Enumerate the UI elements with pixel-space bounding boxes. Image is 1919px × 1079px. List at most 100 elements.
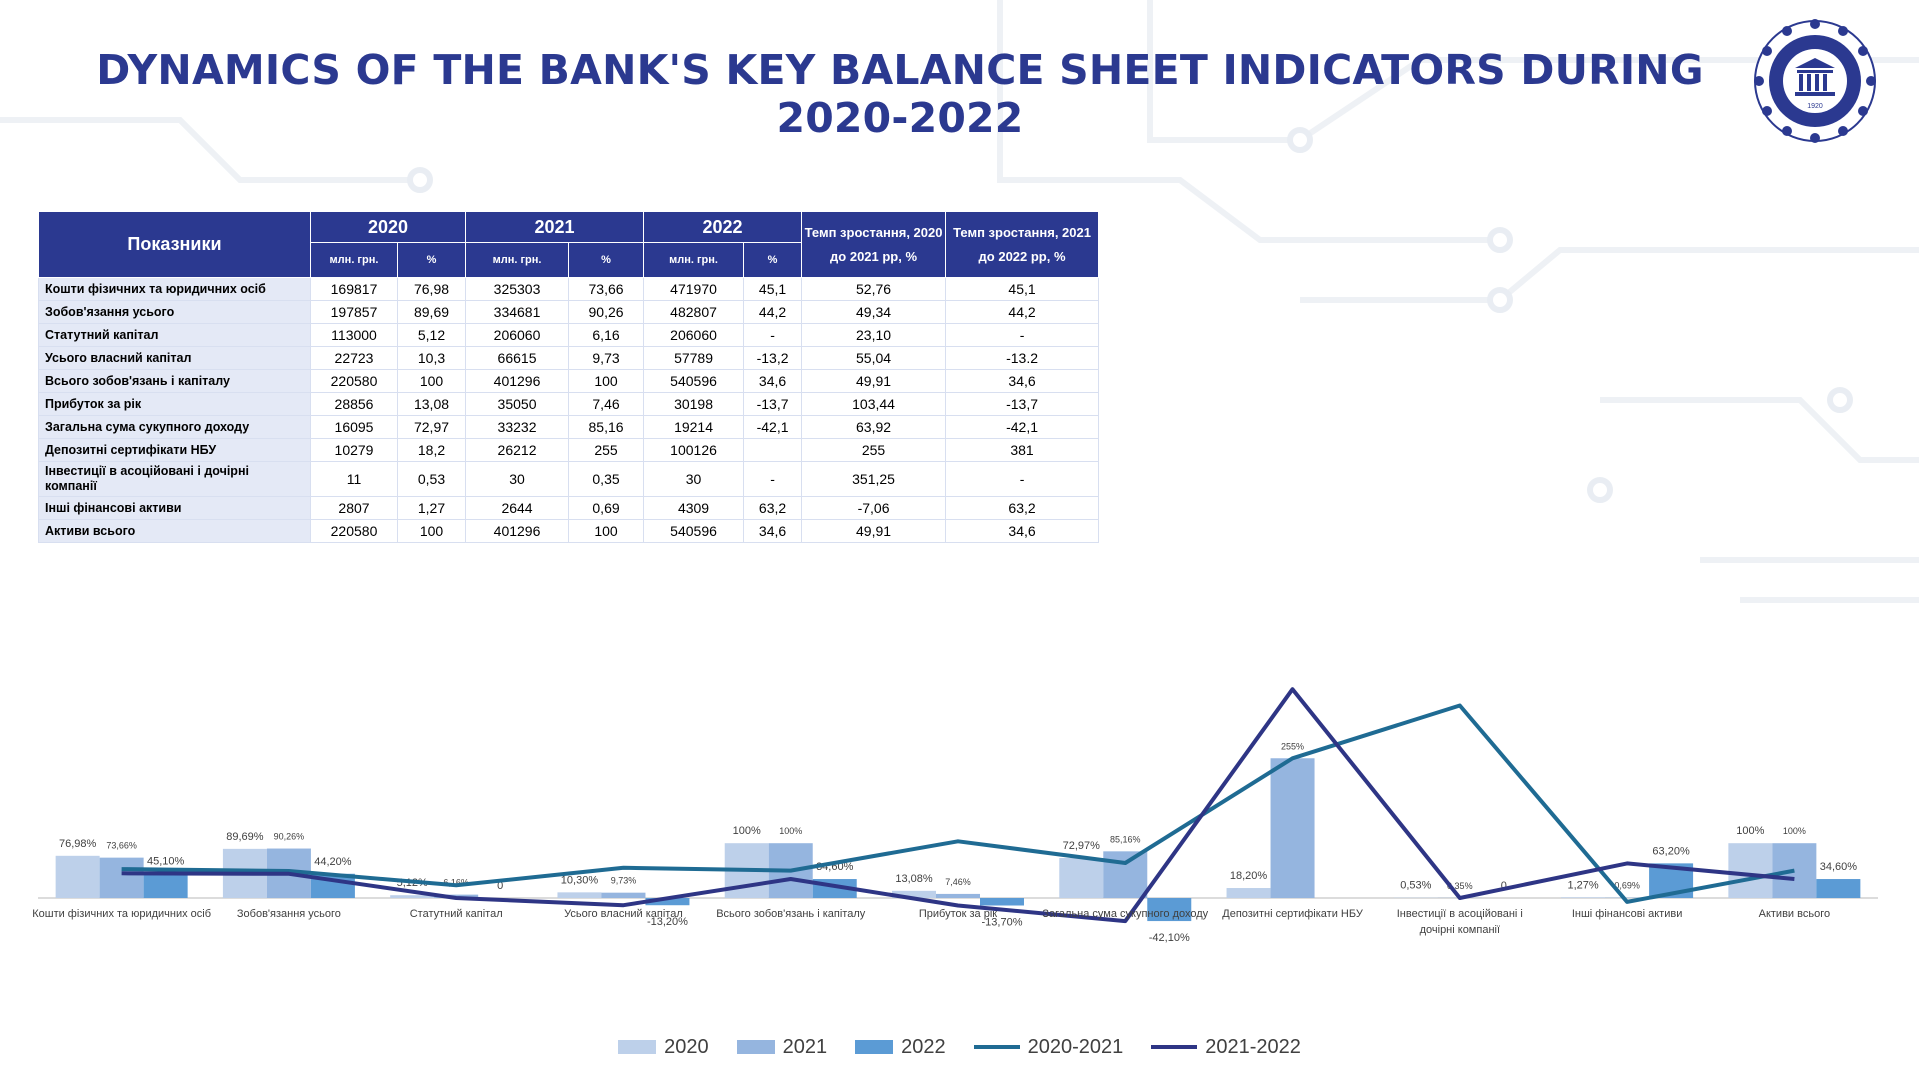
- data-label: 100%: [1783, 826, 1806, 836]
- category-label: Загальна сума сукупного доходу: [1042, 908, 1208, 920]
- table-cell: Всього зобов'язань і капіталу: [38, 369, 311, 393]
- table-cell: 103,44: [801, 392, 947, 416]
- table-row: Інвестиції в асоційовані і дочірні компа…: [38, 461, 1100, 497]
- indicators-table: Показники 2020 2021 2022 Темп зростання,…: [38, 211, 1100, 543]
- table-cell: 0,35: [568, 461, 645, 497]
- data-label: 89,69%: [226, 831, 264, 843]
- table-cell: 482807: [643, 300, 745, 324]
- table-cell: -42,1: [945, 415, 1100, 439]
- table-cell: 63,92: [801, 415, 947, 439]
- data-label: 0,69%: [1614, 881, 1640, 891]
- category-label: Кошти фізичних та юридичних осіб: [32, 908, 211, 920]
- table-cell: 34,6: [743, 369, 803, 393]
- table-cell: 22723: [310, 346, 398, 370]
- data-label: 76,98%: [59, 838, 97, 850]
- header-year-2020: 2020: [309, 211, 467, 243]
- table-cell: 540596: [643, 519, 745, 543]
- table-cell: 35050: [465, 392, 570, 416]
- legend-item-2020-2021: 2020-2021: [973, 1035, 1124, 1059]
- data-label: 0: [1501, 880, 1507, 892]
- legend-item-2021-2022: 2021-2022: [1151, 1036, 1301, 1059]
- table-row: Активи всього 220580 100 401296 100 5405…: [38, 519, 1100, 543]
- table-cell: 34,6: [743, 519, 803, 543]
- logo-year: 1920: [1807, 103, 1823, 110]
- data-label: 72,97%: [1063, 840, 1101, 852]
- data-label: 73,66%: [106, 841, 137, 851]
- table-cell: 44,2: [945, 300, 1100, 324]
- table-cell: 113000: [310, 323, 398, 347]
- category-label: Статутний капітал: [410, 908, 503, 920]
- header-unit-mln: млн. грн.: [310, 242, 398, 278]
- table-cell: Депозитні сертифікати НБУ: [38, 438, 311, 462]
- indicators-table-body: Кошти фізичних та юридичних осіб 169817 …: [38, 277, 1100, 543]
- table-cell: 34,6: [945, 369, 1100, 393]
- header-unit-mln: млн. грн.: [643, 242, 745, 278]
- table-cell: 18,2: [396, 438, 467, 462]
- table-cell: 63,2: [743, 496, 803, 520]
- table-cell: -13,7: [945, 392, 1100, 416]
- table-cell: 33232: [465, 415, 570, 439]
- table-cell: 76,98: [396, 277, 467, 301]
- table-cell: 52,76: [801, 277, 947, 301]
- legend-swatch: [855, 1040, 894, 1054]
- legend-label: 2021: [782, 1035, 828, 1058]
- header-indicator: Показники: [38, 211, 311, 278]
- data-label: -13,70%: [982, 917, 1023, 929]
- legend-swatch: [618, 1040, 657, 1054]
- header-unit-mln: млн. грн.: [465, 242, 570, 278]
- table-cell: 401296: [465, 519, 570, 543]
- header-year-2022: 2022: [643, 211, 803, 243]
- table-cell: 0,53: [396, 461, 467, 497]
- header-unit-pct: %: [396, 242, 467, 278]
- table-row: Всього зобов'язань і капіталу 220580 100…: [38, 369, 1100, 393]
- data-label: 100%: [1736, 825, 1764, 837]
- table-cell: 55,04: [801, 346, 947, 370]
- data-label: 18,20%: [1230, 870, 1268, 882]
- table-cell: Інвестиції в асоційовані і дочірні компа…: [38, 461, 311, 497]
- bar-2022: [1147, 898, 1192, 922]
- table-cell: 73,66: [568, 277, 645, 301]
- data-label: 44,20%: [314, 856, 352, 868]
- data-label: 90,26%: [274, 832, 305, 842]
- table-cell: 2807: [310, 496, 398, 520]
- data-label: 100%: [779, 826, 802, 836]
- table-cell: Зобов'язання усього: [38, 300, 311, 324]
- balance-indicators-chart: 76,98%89,69%5,12% 10,30%100%13,08%72,97%1…: [32, 687, 1878, 944]
- table-cell: 100: [396, 519, 467, 543]
- data-label: 9,73%: [611, 876, 637, 886]
- table-cell: -13.2: [945, 346, 1100, 370]
- table-cell: Усього власний капітал: [38, 346, 311, 370]
- data-label: -13,20%: [647, 916, 688, 928]
- bar-2020: [557, 892, 602, 898]
- table-cell: 220580: [310, 519, 398, 543]
- data-label: 63,20%: [1652, 845, 1690, 857]
- category-label: Всього зобов'язань і капіталу: [716, 908, 866, 920]
- table-cell: 45,1: [743, 277, 803, 301]
- table-cell: 7,46: [568, 392, 645, 416]
- legend-label: 2020-2021: [1027, 1035, 1124, 1058]
- table-cell: Інші фінансові активи: [38, 496, 311, 520]
- data-label: 0: [497, 880, 503, 892]
- table-cell: 49,91: [801, 369, 947, 393]
- table-cell: 6,16: [568, 323, 645, 347]
- data-label: 85,16%: [1110, 834, 1141, 844]
- table-row: Загальна сума сукупного доходу 16095 72,…: [38, 415, 1100, 439]
- table-row: Усього власний капітал 22723 10,3 66615 …: [38, 346, 1100, 370]
- table-row: Інші фінансові активи 2807 1,27 2644 0,6…: [38, 496, 1100, 520]
- table-cell: 0,69: [568, 496, 645, 520]
- bar-2022: [143, 873, 188, 898]
- bar-2022: [645, 898, 690, 906]
- table-cell: 334681: [465, 300, 570, 324]
- table-cell: 206060: [465, 323, 570, 347]
- table-cell: [743, 438, 803, 462]
- legend-line: [1151, 1045, 1198, 1049]
- table-cell: -13,2: [743, 346, 803, 370]
- legend-item-2020: 2020: [618, 1036, 709, 1059]
- data-label: 0,53%: [1400, 880, 1431, 892]
- table-cell: 90,26: [568, 300, 645, 324]
- data-label: -42,10%: [1149, 932, 1190, 944]
- bar-2020: [390, 895, 435, 898]
- data-label: 7,46%: [945, 877, 971, 887]
- table-cell: 19214: [643, 415, 745, 439]
